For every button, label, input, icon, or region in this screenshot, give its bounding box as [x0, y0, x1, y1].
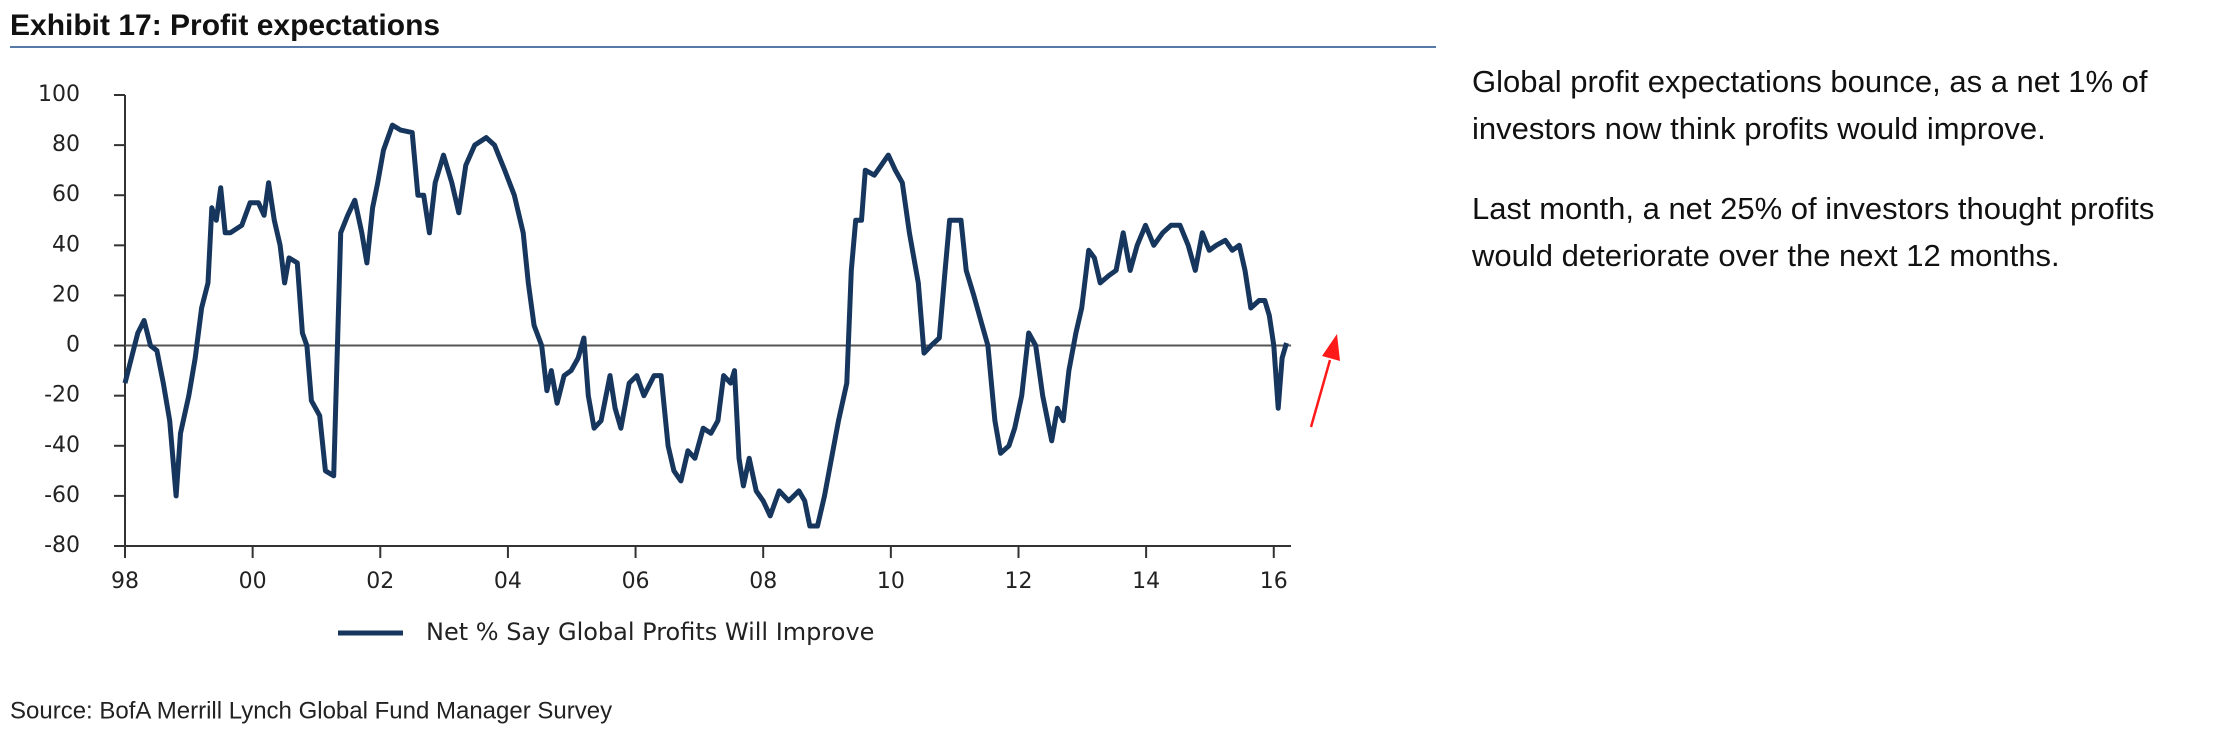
- x-tick-label: 02: [366, 569, 394, 594]
- commentary-text: Last month, a net 25% of investors thoug…: [1472, 191, 2155, 273]
- annotation-arrow: [1309, 359, 1332, 428]
- y-tick-label: 60: [52, 182, 80, 207]
- y-tick-label: 20: [52, 282, 80, 307]
- y-tick-label: 80: [52, 132, 80, 157]
- y-tick-label: -60: [44, 483, 80, 508]
- x-tick-label: 16: [1260, 569, 1288, 594]
- x-tick-label: 12: [1004, 569, 1032, 594]
- x-tick-label: 08: [749, 569, 777, 594]
- chart-title: Exhibit 17: Profit expectations: [10, 9, 440, 42]
- commentary: Global profit expectations bounce, as a …: [1472, 58, 2224, 312]
- annotation-arrowhead: [1322, 334, 1340, 361]
- y-tick-label: -40: [44, 433, 80, 458]
- legend-label: Net % Say Global Profits Will Improve: [426, 618, 874, 646]
- y-tick-label: -80: [44, 533, 80, 558]
- y-tick-label: -20: [44, 383, 80, 408]
- y-tick-label: 100: [38, 82, 80, 107]
- x-tick-label: 04: [494, 569, 522, 594]
- source: Source: BofA Merrill Lynch Global Fund M…: [10, 697, 612, 724]
- x-tick-label: 14: [1132, 569, 1160, 594]
- y-tick-label: 0: [66, 333, 80, 358]
- x-tick-label: 10: [877, 569, 905, 594]
- x-tick-label: 98: [111, 569, 139, 594]
- x-tick-label: 00: [239, 569, 267, 594]
- x-tick-label: 06: [622, 569, 650, 594]
- y-tick-label: 40: [52, 232, 80, 257]
- series-line: [122, 122, 1289, 529]
- commentary-text: Global profit expectations bounce, as a …: [1472, 64, 2148, 146]
